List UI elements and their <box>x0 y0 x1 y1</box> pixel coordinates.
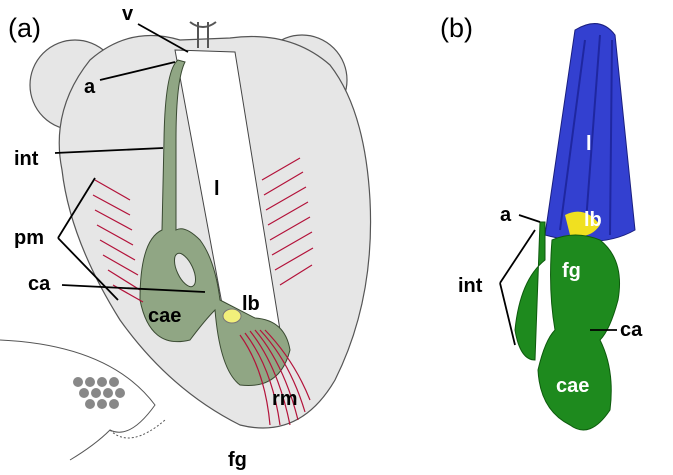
label: cae <box>556 375 589 397</box>
label: fg <box>228 449 247 471</box>
label: lb <box>584 209 602 231</box>
label: v <box>122 3 134 25</box>
label: a <box>500 204 512 226</box>
label: l <box>586 133 592 155</box>
label: int <box>458 275 483 297</box>
panel-label: (b) <box>440 13 473 43</box>
label: a <box>84 76 96 98</box>
label: cae <box>148 305 181 327</box>
label: l <box>214 178 220 200</box>
panel-label: (a) <box>8 13 41 43</box>
label: lb <box>242 293 260 315</box>
label: fg <box>562 260 581 282</box>
label: ca <box>28 273 51 295</box>
label: ca <box>620 319 643 341</box>
figure: (a) v a int l pm ca cae lb rm fg (b) l l… <box>0 0 673 475</box>
label: rm <box>272 388 298 410</box>
panel-b-drawing <box>515 24 635 430</box>
panel-a-drawing <box>0 22 371 460</box>
label: int <box>14 148 39 170</box>
label: pm <box>14 227 44 249</box>
